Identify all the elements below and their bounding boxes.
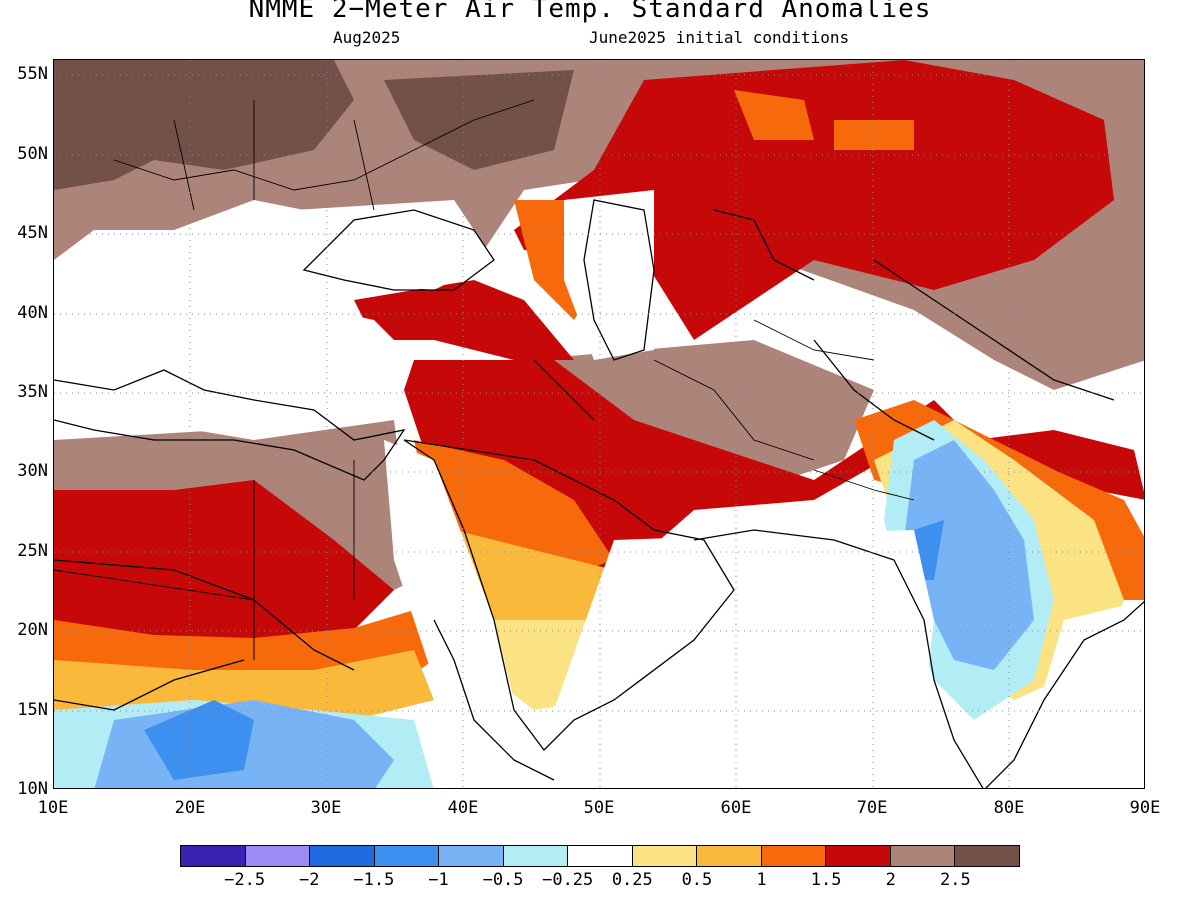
europe-darkbrown-region [54,60,354,190]
colorbar-label: −1.5 [353,870,395,890]
colorbar-swatch [890,846,956,866]
colorbar-swatch [761,846,827,866]
africa-darkblue-region [144,700,254,780]
lat-label-50n: 50N [17,144,48,164]
colorbar-label: 0.25 [611,870,653,890]
lon-label-70e: 70E [856,798,888,818]
lat-label-15n: 15N [17,700,48,720]
colorbar-label: 1 [756,870,767,890]
lat-label-10n: 10N [17,779,48,799]
colorbar-label: −2.5 [224,870,266,890]
map-title: NMME 2−Meter Air Temp. Standard Anomalie… [248,0,932,24]
lon-label-20e: 20E [174,798,206,818]
africa-lightorange-band [54,650,434,720]
colorbar-swatch [826,846,891,866]
lat-label-35n: 35N [17,382,48,402]
colorbar-swatch [955,846,1019,866]
colorbar-label: −0.5 [482,870,524,890]
red-sea-white-region [384,440,524,760]
anomaly-map [53,59,1145,789]
arabian-sea-white-region [554,530,934,788]
colorbar-swatch [310,846,375,866]
colorbar-swatch [181,846,246,866]
anatolia-red-region [354,280,574,360]
forecast-month: Aug2025 [333,28,401,47]
lon-label-80e: 80E [993,798,1025,818]
siberia-orange-patch-2 [834,120,914,150]
lon-label-30e: 30E [310,798,342,818]
country-borders [54,99,915,660]
east-europe-darkbrown-region [384,70,574,170]
lon-label-40e: 40E [447,798,479,818]
lon-label-10e: 10E [37,798,69,818]
colorbar-label: 2 [885,870,896,890]
colorbar-label: 2.5 [940,870,971,890]
colorbar-swatch [568,846,633,866]
caspian-white-region [564,190,654,360]
colorbar-swatch [632,846,698,866]
colorbar-swatch [374,846,440,866]
lat-label-45n: 45N [17,223,48,243]
black-sea-white-region [294,200,494,290]
graticule [54,60,1144,788]
colorbar-label: 1.5 [810,870,842,890]
colorbar-label: −2 [298,870,320,890]
colorbar-swatch [245,846,311,866]
central-asia-red-region [514,60,1114,340]
colorbar-swatch [697,846,762,866]
lat-label-25n: 25N [17,541,48,561]
colorbar-swatch [503,846,569,866]
lon-label-60e: 60E [720,798,752,818]
lat-label-20n: 20N [17,620,48,640]
bay-of-bengal-white-region [1014,600,1144,788]
india-blue-region [904,440,1034,670]
colorbar-swatch [439,846,504,866]
siberia-orange-patch [734,90,814,140]
colorbar-label: 0.5 [681,870,713,890]
initial-conditions: June2025 initial conditions [589,28,850,47]
lon-label-50e: 50E [583,798,615,818]
colorbar [180,845,1020,867]
colorbar-label: −0.25 [542,870,594,890]
lat-label-40n: 40N [17,303,48,323]
colorbar-label: −1 [428,870,449,890]
anomaly-map-svg [54,60,1144,788]
lat-label-55n: 55N [17,64,48,84]
north-africa-red-region [54,480,394,640]
lon-label-90e: 90E [1129,798,1161,818]
mediterranean-white-region [54,290,414,440]
lat-label-30n: 30N [17,461,48,481]
